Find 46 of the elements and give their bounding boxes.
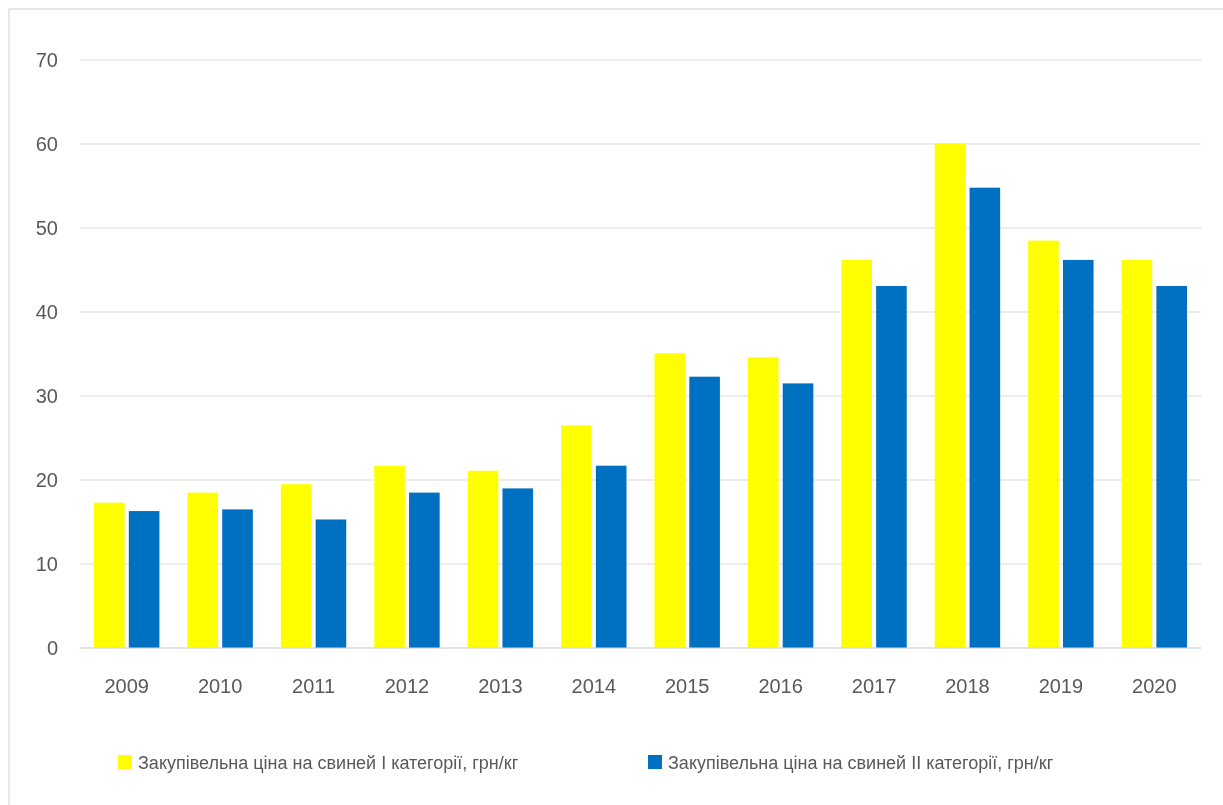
bar: [876, 285, 907, 648]
legend-label: Закупівельна ціна на свиней I категорії, грн/кг: [138, 753, 519, 774]
bar: [374, 465, 405, 648]
x-tick-label: 2014: [571, 675, 617, 697]
x-tick-label: 2009: [104, 675, 149, 697]
bar: [934, 143, 966, 648]
y-tick-label: 60: [35, 133, 58, 155]
bar: [654, 353, 686, 648]
bar: [595, 465, 627, 648]
bar: [467, 470, 499, 648]
bar: [1028, 240, 1059, 648]
legend-label: Закупівельна ціна на свиней II категорії, грн/кг: [668, 753, 1054, 774]
bar: [969, 187, 1001, 648]
bar: [1156, 285, 1187, 648]
bar: [561, 425, 592, 648]
bar: [502, 488, 534, 648]
y-tick-label: 20: [35, 469, 58, 491]
bar: [409, 492, 440, 648]
bar: [841, 259, 872, 648]
y-tick-label: 10: [35, 553, 58, 575]
x-tick-label: 2019: [1038, 675, 1084, 697]
bar: [280, 484, 312, 648]
y-tick-label: 70: [35, 49, 58, 71]
bar: [128, 511, 160, 648]
x-tick-label: 2013: [478, 675, 523, 697]
y-tick-label: 50: [35, 217, 58, 239]
bar: [1121, 259, 1153, 648]
bar: [94, 502, 125, 648]
bar: [222, 509, 253, 648]
y-tick-label: 30: [35, 385, 58, 407]
x-tick-label: 2016: [758, 675, 803, 697]
x-tick-label: 2020: [1132, 675, 1177, 697]
x-tick-label: 2015: [664, 675, 710, 697]
bar: [747, 357, 779, 648]
y-tick-label: 40: [35, 301, 58, 323]
x-tick-label: 2017: [851, 675, 897, 697]
bar: [1062, 259, 1094, 648]
bar: [187, 492, 219, 648]
x-tick-label: 2018: [945, 675, 990, 697]
bar: [782, 383, 814, 648]
x-tick-label: 2010: [197, 675, 243, 697]
x-tick-label: 2012: [384, 675, 430, 697]
bar: [315, 519, 347, 648]
y-tick-label: 0: [46, 637, 58, 659]
bar: [689, 376, 720, 648]
x-tick-label: 2011: [292, 675, 336, 697]
